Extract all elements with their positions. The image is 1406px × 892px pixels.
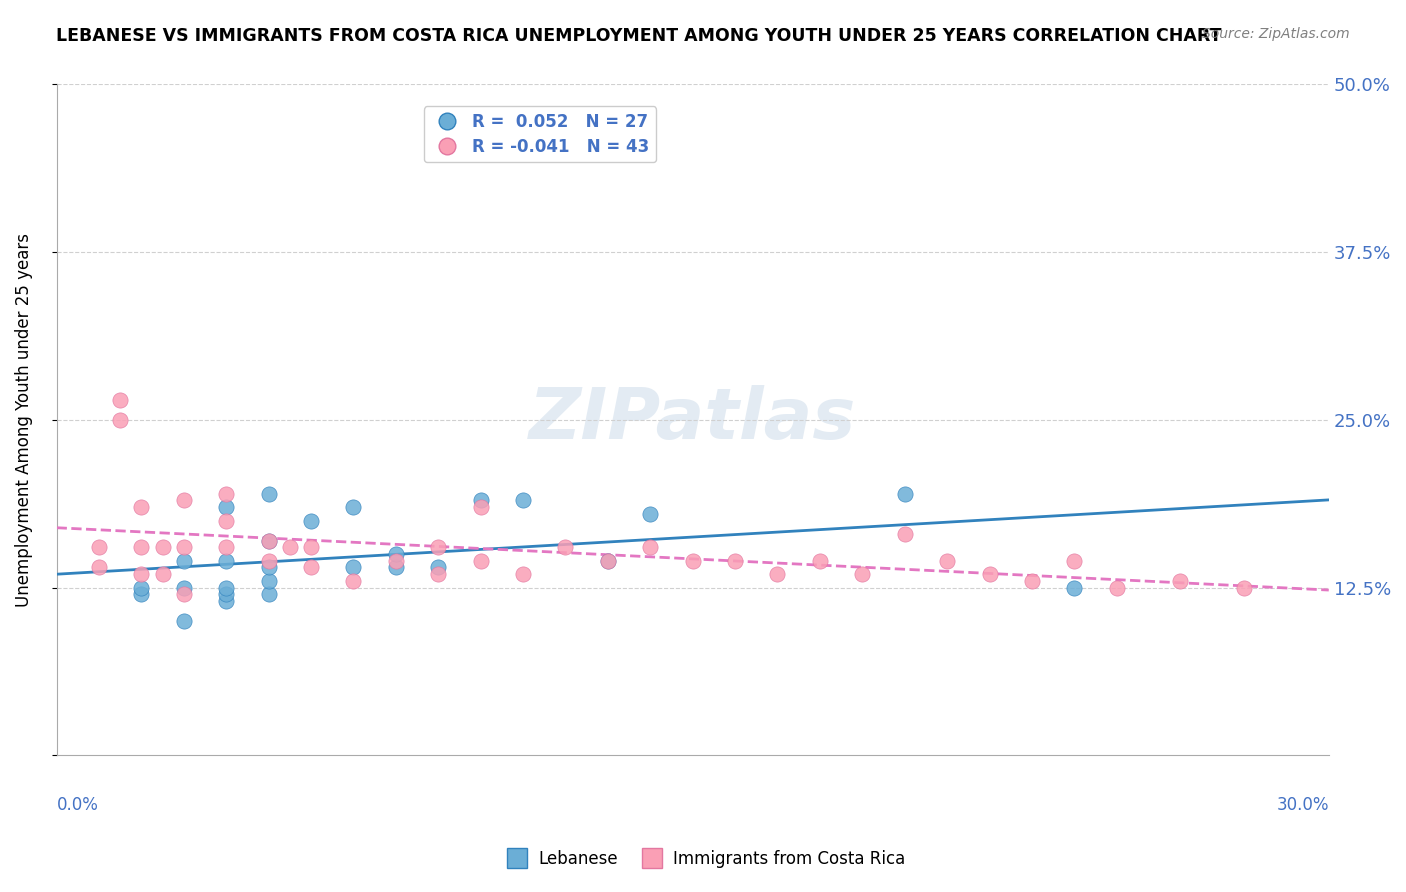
Point [215,594,238,608]
Point [131,587,153,601]
Point [385,547,408,561]
Point [470,493,492,508]
Point [766,567,789,582]
Point [427,541,450,555]
Point [173,541,195,555]
Point [215,486,238,500]
Point [808,554,831,568]
Point [257,554,280,568]
Point [1233,581,1256,595]
Point [257,486,280,500]
Text: ZIPatlas: ZIPatlas [529,385,856,454]
Point [342,560,364,574]
Point [1105,581,1128,595]
Point [131,581,153,595]
Point [257,587,280,601]
Point [1170,574,1192,588]
Point [87,541,110,555]
Point [385,554,408,568]
Point [215,500,238,515]
Point [851,567,873,582]
Point [257,574,280,588]
Point [299,560,322,574]
Point [342,574,364,588]
Point [470,500,492,515]
Point [257,560,280,574]
Point [131,500,153,515]
Point [427,560,450,574]
Point [257,533,280,548]
Point [173,581,195,595]
Point [554,541,576,555]
Point [110,392,132,407]
Point [342,500,364,515]
Point [512,493,534,508]
Text: Source: ZipAtlas.com: Source: ZipAtlas.com [1202,27,1350,41]
Point [682,554,704,568]
Y-axis label: Unemployment Among Youth under 25 years: Unemployment Among Youth under 25 years [15,233,32,607]
Point [215,514,238,528]
Point [640,541,662,555]
Legend: R =  0.052   N = 27, R = -0.041   N = 43: R = 0.052 N = 27, R = -0.041 N = 43 [423,106,657,162]
Text: 30.0%: 30.0% [1277,796,1329,814]
Text: 0.0%: 0.0% [56,796,98,814]
Point [87,560,110,574]
Point [152,567,174,582]
Point [278,541,301,555]
Point [215,554,238,568]
Point [596,554,619,568]
Point [110,413,132,427]
Point [1063,554,1085,568]
Point [131,541,153,555]
Legend: Lebanese, Immigrants from Costa Rica: Lebanese, Immigrants from Costa Rica [494,844,912,875]
Point [936,554,959,568]
Point [257,533,280,548]
Point [152,541,174,555]
Point [512,567,534,582]
Point [173,493,195,508]
Point [427,567,450,582]
Point [470,554,492,568]
Text: LEBANESE VS IMMIGRANTS FROM COSTA RICA UNEMPLOYMENT AMONG YOUTH UNDER 25 YEARS C: LEBANESE VS IMMIGRANTS FROM COSTA RICA U… [56,27,1222,45]
Point [979,567,1001,582]
Point [131,567,153,582]
Point [893,527,915,541]
Point [215,587,238,601]
Point [1063,581,1085,595]
Point [215,581,238,595]
Point [173,587,195,601]
Point [299,541,322,555]
Point [173,554,195,568]
Point [385,560,408,574]
Point [173,614,195,628]
Point [724,554,747,568]
Point [596,554,619,568]
Point [1021,574,1043,588]
Point [640,507,662,521]
Point [215,541,238,555]
Point [299,514,322,528]
Point [893,486,915,500]
